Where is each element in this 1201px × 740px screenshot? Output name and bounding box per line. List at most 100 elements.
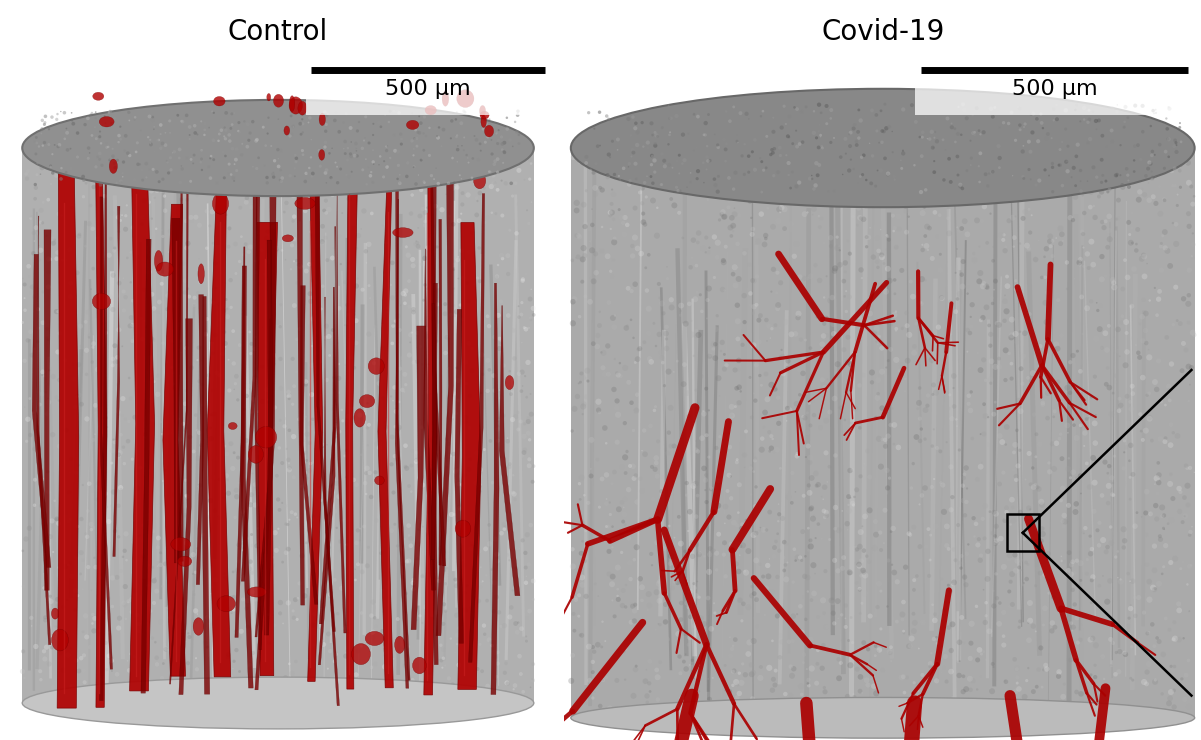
Point: [154, 230, 173, 242]
Point: [788, 448, 807, 460]
Point: [628, 353, 647, 365]
Point: [330, 147, 349, 159]
Point: [838, 235, 858, 247]
Point: [658, 448, 677, 460]
Point: [1077, 667, 1097, 679]
Point: [961, 684, 980, 696]
Point: [286, 593, 305, 605]
Point: [180, 431, 199, 443]
Point: [831, 657, 850, 669]
Point: [489, 606, 508, 618]
Point: [269, 397, 288, 408]
Point: [400, 681, 419, 693]
Point: [177, 242, 196, 254]
Point: [428, 335, 447, 347]
Point: [662, 561, 681, 573]
Point: [963, 433, 982, 445]
Point: [868, 261, 888, 273]
Point: [357, 257, 376, 269]
Point: [922, 101, 942, 112]
Point: [149, 306, 168, 318]
Point: [86, 161, 106, 173]
Point: [862, 696, 882, 708]
Point: [116, 210, 136, 222]
Point: [1145, 640, 1164, 652]
Polygon shape: [411, 326, 426, 630]
Point: [282, 187, 301, 199]
Point: [192, 259, 211, 271]
Point: [227, 150, 246, 162]
Point: [123, 593, 142, 605]
Point: [742, 590, 761, 602]
Point: [970, 428, 990, 440]
Polygon shape: [179, 178, 184, 561]
Point: [628, 139, 647, 151]
Point: [942, 461, 961, 473]
Point: [247, 163, 267, 175]
Point: [291, 510, 310, 522]
Point: [65, 147, 84, 159]
Point: [954, 480, 973, 491]
Point: [1024, 408, 1044, 420]
Point: [66, 585, 85, 596]
Point: [464, 648, 483, 660]
Point: [894, 147, 913, 159]
Point: [412, 421, 431, 433]
Point: [1074, 328, 1093, 340]
Point: [767, 610, 787, 622]
Point: [674, 129, 693, 141]
Point: [836, 257, 855, 269]
Point: [839, 499, 859, 511]
Point: [641, 420, 661, 432]
Point: [217, 470, 237, 482]
Point: [984, 661, 1003, 673]
Point: [295, 303, 315, 315]
Point: [892, 608, 912, 620]
Point: [416, 220, 435, 232]
Point: [1151, 286, 1170, 297]
Point: [474, 454, 494, 465]
Point: [773, 368, 793, 380]
Point: [318, 254, 337, 266]
Point: [673, 435, 692, 447]
Point: [1032, 272, 1051, 283]
Point: [363, 176, 382, 188]
Point: [436, 347, 455, 359]
Point: [634, 216, 653, 228]
Point: [639, 327, 658, 339]
Point: [771, 630, 790, 642]
Point: [997, 502, 1016, 514]
Point: [1027, 681, 1046, 693]
Point: [1080, 152, 1099, 164]
Point: [904, 677, 924, 689]
Point: [986, 396, 1005, 408]
Point: [215, 440, 234, 452]
Point: [1095, 157, 1115, 169]
Point: [1129, 483, 1148, 495]
Point: [53, 254, 72, 266]
Point: [116, 613, 136, 625]
Point: [252, 396, 271, 408]
Point: [852, 471, 871, 482]
Point: [916, 184, 936, 196]
Point: [952, 223, 972, 235]
Point: [584, 666, 603, 678]
Point: [664, 542, 683, 554]
Point: [124, 684, 143, 696]
Point: [123, 174, 142, 186]
Point: [238, 380, 257, 391]
Point: [1103, 124, 1122, 136]
Point: [79, 175, 98, 186]
Point: [389, 679, 408, 690]
Point: [186, 355, 205, 367]
Point: [1098, 711, 1117, 723]
Point: [515, 444, 534, 456]
Point: [374, 392, 393, 404]
Point: [797, 426, 817, 438]
Point: [985, 537, 1004, 549]
Point: [118, 677, 137, 689]
Point: [728, 519, 747, 531]
Point: [979, 150, 998, 162]
Point: [65, 373, 84, 385]
Point: [805, 203, 824, 215]
